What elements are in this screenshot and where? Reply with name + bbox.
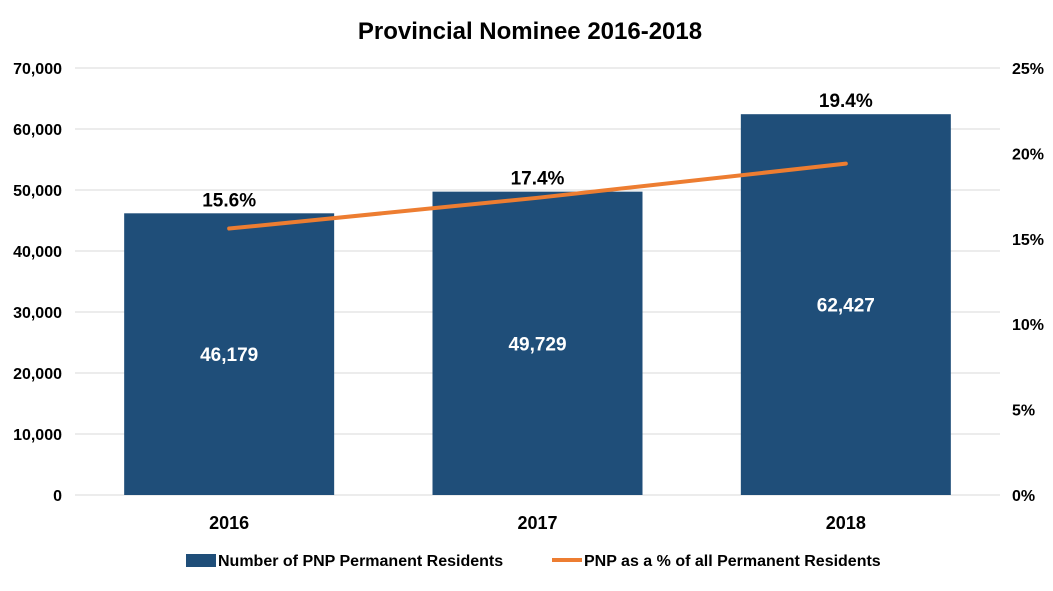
line-point bbox=[228, 228, 230, 230]
legend: Number of PNP Permanent Residents PNP as … bbox=[186, 553, 881, 570]
percent-data-label: 17.4% bbox=[511, 169, 565, 190]
chart-title: Provincial Nominee 2016-2018 bbox=[358, 18, 702, 45]
line-point bbox=[537, 197, 538, 199]
category-label: 2017 bbox=[517, 513, 557, 533]
category-label: 2016 bbox=[209, 513, 249, 533]
legend-label-bar: Number of PNP Permanent Residents bbox=[218, 553, 503, 570]
right-tick-label: 25% bbox=[1012, 61, 1044, 78]
percent-data-label: 19.4% bbox=[819, 91, 873, 112]
bar-2017 bbox=[432, 191, 643, 495]
left-tick-label: 30,000 bbox=[13, 305, 62, 322]
line-series: 15.6% 17.4% 19.4% bbox=[202, 91, 873, 231]
line-point bbox=[845, 163, 847, 165]
bar-value-label: 49,729 bbox=[508, 334, 566, 355]
left-tick-label: 20,000 bbox=[13, 366, 62, 383]
left-tick-label: 10,000 bbox=[13, 427, 62, 444]
left-tick-label: 70,000 bbox=[13, 61, 62, 78]
legend-label-line: PNP as a % of all Permanent Residents bbox=[584, 553, 881, 570]
bar-2016 bbox=[124, 213, 335, 495]
left-tick-label: 40,000 bbox=[13, 244, 62, 261]
right-tick-label: 20% bbox=[1012, 146, 1044, 163]
right-axis-ticks: 0% 5% 10% 15% 20% 25% bbox=[1012, 61, 1044, 505]
right-tick-label: 15% bbox=[1012, 232, 1044, 249]
right-tick-label: 10% bbox=[1012, 317, 1044, 334]
category-label: 2018 bbox=[826, 513, 866, 533]
percent-data-label: 15.6% bbox=[202, 190, 256, 211]
bar-2018 bbox=[740, 114, 951, 495]
bar-series: 46,179 49,729 62,427 bbox=[124, 114, 951, 495]
bar-value-label: 46,179 bbox=[200, 345, 258, 366]
right-tick-label: 0% bbox=[1012, 488, 1035, 505]
left-axis-ticks: 0 10,000 20,000 30,000 40,000 50,000 60,000 70,… bbox=[13, 61, 62, 505]
right-tick-label: 5% bbox=[1012, 403, 1035, 420]
bar-value-label: 62,427 bbox=[817, 296, 875, 317]
category-axis: 2016 2017 2018 bbox=[209, 513, 866, 533]
left-tick-label: 60,000 bbox=[13, 122, 62, 139]
left-tick-label: 50,000 bbox=[13, 183, 62, 200]
legend-swatch-bar bbox=[186, 554, 216, 567]
left-tick-label: 0 bbox=[53, 488, 62, 505]
